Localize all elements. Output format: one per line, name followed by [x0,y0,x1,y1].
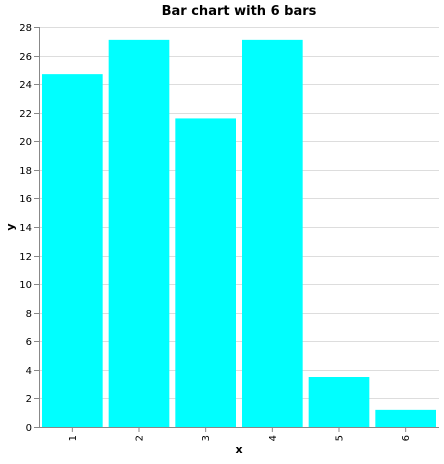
x-tick-label: 5 [335,435,346,441]
y-tick-label: 20 [19,137,32,148]
bar [42,74,103,428]
bar [308,377,370,427]
y-tick-label: 28 [19,23,32,34]
bar [175,118,236,427]
y-tick-label: 8 [26,309,32,320]
bar [375,409,436,427]
y-axis-label: y [4,223,17,230]
x-tick-label: 2 [135,435,146,441]
x-tick-label: 3 [201,435,212,441]
chart-title: Bar chart with 6 bars [162,4,317,19]
bars [42,39,436,428]
x-axis-label: x [235,443,242,456]
bar [108,39,170,427]
y-tick-label: 6 [26,337,32,348]
x-tick-label: 4 [268,435,279,441]
y-tick-label: 2 [26,394,32,405]
y-tick-label: 10 [19,280,32,291]
y-tick-label: 14 [19,223,32,234]
x-tick-label: 6 [401,435,412,441]
y-tick-label: 4 [26,366,32,377]
y-tick-label: 22 [19,109,32,120]
y-tick-label: 24 [19,80,32,91]
x-tick-label: 1 [68,435,79,441]
gridlines [39,27,439,428]
y-tick-label: 16 [19,194,32,205]
y-tick-label: 18 [19,166,32,177]
bar [242,39,303,427]
y-tick-label: 0 [26,423,32,434]
y-tick-label: 12 [19,252,32,263]
y-tick-label: 26 [19,52,32,63]
